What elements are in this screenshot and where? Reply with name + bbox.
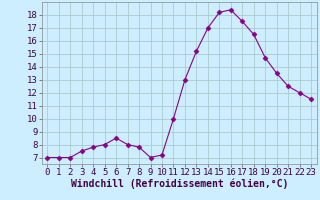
X-axis label: Windchill (Refroidissement éolien,°C): Windchill (Refroidissement éolien,°C) — [70, 179, 288, 189]
